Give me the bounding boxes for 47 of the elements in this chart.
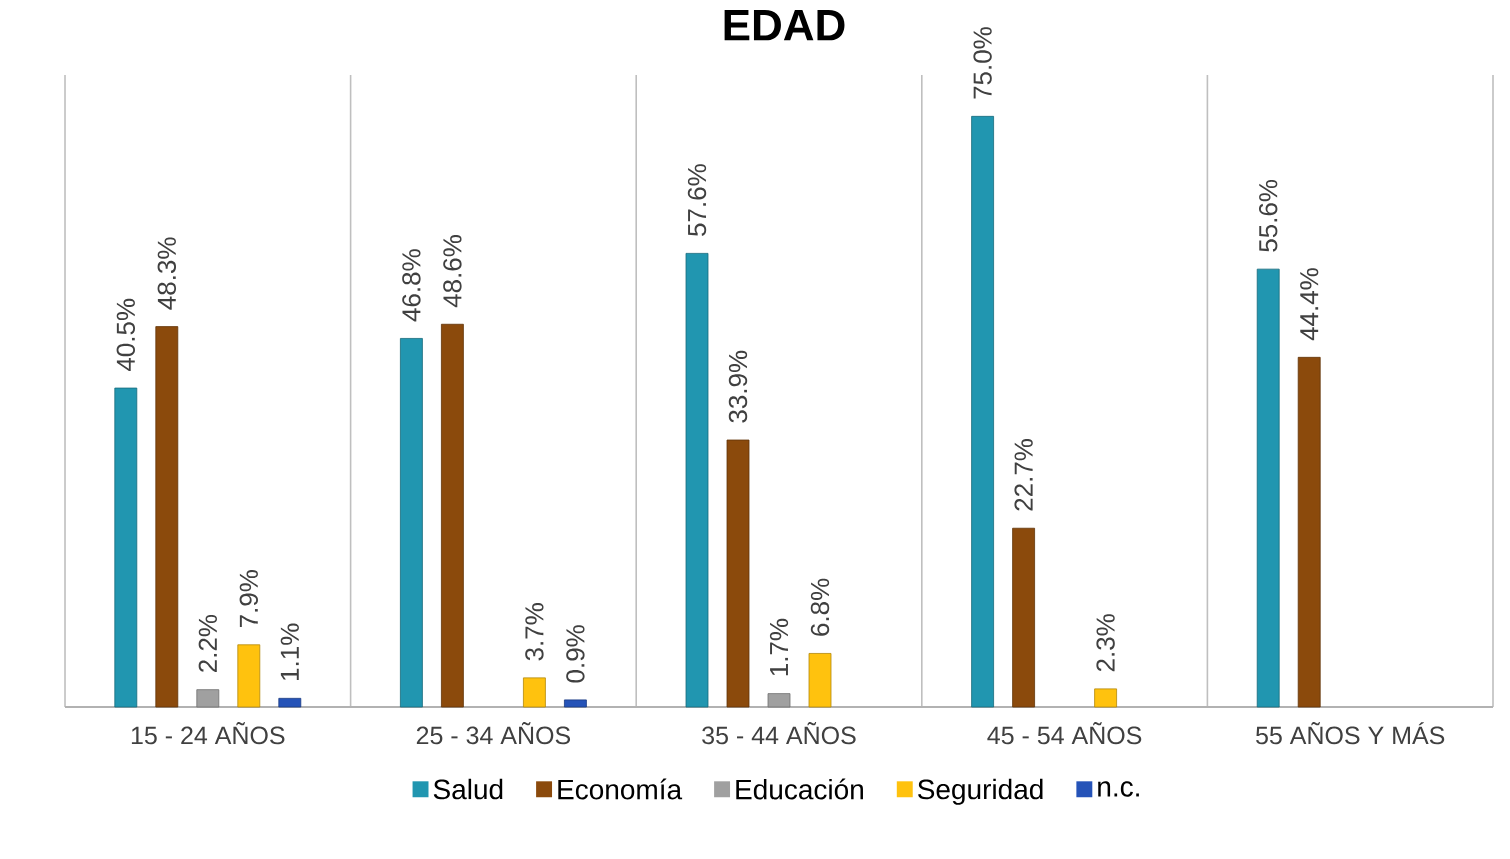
chart-title: EDAD xyxy=(724,10,845,41)
bar xyxy=(767,693,791,708)
bar xyxy=(685,252,709,708)
data-label: 1.1% xyxy=(280,623,299,680)
bar xyxy=(196,689,220,708)
x-tick-label: 15 - 24 AÑOS xyxy=(131,722,285,745)
legend-label: n.c. xyxy=(1098,781,1139,797)
bar xyxy=(523,677,546,708)
bar xyxy=(278,697,302,708)
data-label: 2.3% xyxy=(1096,614,1115,672)
data-label: 1.7% xyxy=(769,618,789,676)
data-label: 48.3% xyxy=(157,237,177,310)
data-label: 40.5% xyxy=(116,298,136,372)
legend-label: Salud xyxy=(433,778,503,800)
bar xyxy=(155,326,179,708)
data-label: 75.0% xyxy=(973,27,992,99)
bar xyxy=(400,338,423,708)
x-tick-label: 55 AÑOS Y MÁS xyxy=(1256,722,1445,745)
legend-label: Educación xyxy=(736,778,863,800)
bar xyxy=(441,323,464,708)
data-label: 7.9% xyxy=(239,570,259,628)
bar xyxy=(1094,688,1117,708)
data-label: 55.6% xyxy=(1258,179,1278,252)
legend-label: Economía xyxy=(558,778,683,800)
data-label: 57.6% xyxy=(687,164,707,236)
data-label: 3.7% xyxy=(525,603,544,661)
data-label: 46.8% xyxy=(402,249,421,322)
data-label: 33.9% xyxy=(728,350,748,423)
x-tick-label: 25 - 34 AÑOS xyxy=(416,722,571,745)
bar xyxy=(971,115,995,708)
bar xyxy=(237,644,261,708)
bar xyxy=(114,387,138,708)
x-tick-label: 45 - 54 AÑOS xyxy=(987,722,1142,745)
legend-label: Seguridad xyxy=(918,778,1043,805)
bar xyxy=(1256,268,1280,708)
data-label: 44.4% xyxy=(1300,268,1319,341)
x-tick-label: 35 - 44 AÑOS xyxy=(702,722,856,745)
bar xyxy=(1012,527,1035,708)
data-label: 22.7% xyxy=(1014,439,1033,511)
data-label: 48.6% xyxy=(443,235,462,308)
data-label: 0.9% xyxy=(566,625,585,683)
data-label: 6.8% xyxy=(810,578,830,636)
data-label: 2.2% xyxy=(198,614,217,672)
bar xyxy=(564,699,587,708)
bar xyxy=(726,439,750,708)
bar xyxy=(1297,356,1321,708)
bar xyxy=(808,653,832,708)
